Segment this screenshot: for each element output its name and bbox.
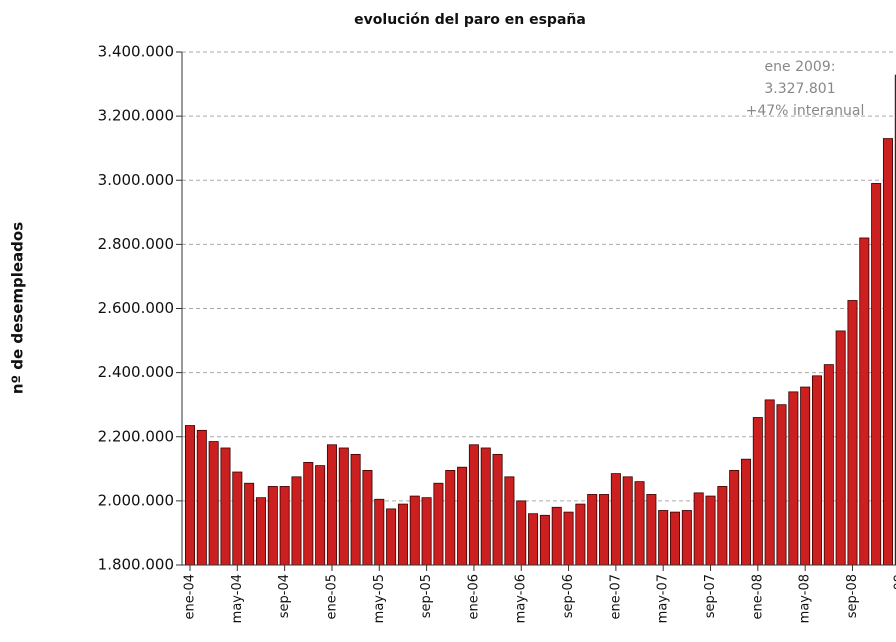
x-tick-label: may-07 [656,574,671,623]
bar [599,494,610,566]
bar [752,417,763,566]
bar [563,511,574,566]
bar [670,511,681,566]
y-tick-label: 2.200.000 [98,427,174,445]
bar [764,399,775,566]
x-tick-label: sep-05 [419,574,434,618]
x-tick-label: ene-07 [608,574,623,619]
y-tick-label: 2.400.000 [98,363,174,381]
bar [610,473,621,566]
bar [788,391,799,566]
bar [255,497,266,566]
bar [279,486,290,566]
bar [244,482,255,566]
bar [492,453,503,566]
y-tick-label: 3.200.000 [98,107,174,125]
bar [622,476,633,566]
annotation: +47% interanual [746,103,865,119]
bar [184,425,195,566]
x-tick-label: sep-08 [845,574,860,618]
bar [551,506,562,566]
bar [776,404,787,566]
bar [539,514,550,566]
bar [326,444,337,566]
x-tick-label: ene-08 [750,574,765,619]
x-tick-label: may-08 [798,574,813,623]
bar [386,508,397,566]
x-tick-label: may-04 [230,574,245,623]
bar [681,510,692,566]
bar [882,138,893,566]
bar [729,470,740,566]
bar [196,429,207,566]
x-tick-label: sep-06 [561,574,576,618]
y-tick-label: 3.400.000 [98,43,174,61]
bar [634,481,645,566]
bar [693,492,704,566]
bar [741,458,752,566]
y-tick-label: 3.000.000 [98,171,174,189]
bar [409,495,420,566]
x-tick-label: sep-07 [703,574,718,618]
bar [835,330,846,566]
bar [208,441,219,566]
y-tick-label: 1.800.000 [98,556,174,574]
bar [717,486,728,566]
bar [800,386,811,566]
bar [291,476,302,566]
x-tick-label: ene-05 [324,574,339,619]
x-tick-label: ene-06 [466,574,481,619]
x-tick-label: sep-04 [277,574,292,618]
chart-title: evolución del paro en españa [354,12,586,28]
bar [871,183,882,566]
bar [303,461,314,566]
annotation: 3.327.801 [764,81,835,97]
bar [468,444,479,566]
bar [232,471,243,566]
bar [421,497,432,566]
bar [480,447,491,566]
bar [646,494,657,566]
x-tick-label: ene-09 [892,574,896,619]
bar [705,495,716,566]
bar [516,500,527,566]
y-tick-label: 2.000.000 [98,491,174,509]
bar [315,465,326,566]
bar [859,237,870,566]
bar [350,453,361,566]
bar [445,470,456,566]
annotation: ene 2009: [765,59,836,75]
y-tick-label: 2.800.000 [98,235,174,253]
bar [338,447,349,566]
y-tick-label: 2.600.000 [98,299,174,317]
bar [528,513,539,566]
bar [267,486,278,566]
bar [823,364,834,566]
x-tick-label: ene-04 [183,574,198,619]
x-tick-label: may-05 [372,574,387,623]
bar [847,300,858,566]
bar [362,470,373,566]
bar [397,503,408,566]
bar [658,510,669,566]
bar [433,482,444,566]
y-axis-label: nº de desempleados [9,222,27,394]
bar [374,498,385,566]
bar [811,375,822,566]
bar [220,447,231,566]
bar [575,503,586,566]
x-tick-label: may-06 [514,574,529,623]
bar [457,466,468,566]
bar [504,476,515,566]
bar [587,494,598,566]
